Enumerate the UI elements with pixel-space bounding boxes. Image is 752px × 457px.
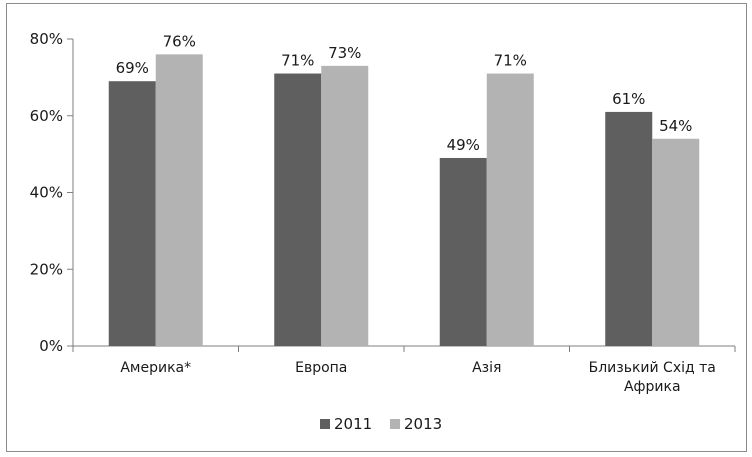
y-tick-label: 0% xyxy=(39,337,63,355)
category-label: Близький Схід та xyxy=(589,360,716,376)
data-label: 61% xyxy=(612,90,645,108)
category-label: Африка xyxy=(624,379,681,395)
legend-label: 2011 xyxy=(334,415,372,433)
data-label: 69% xyxy=(116,59,149,77)
bar-2013-0 xyxy=(155,54,203,346)
y-tick-label: 60% xyxy=(30,107,63,125)
category-label: Азія xyxy=(472,360,501,376)
data-label: 76% xyxy=(163,32,196,50)
data-label: 54% xyxy=(659,117,692,135)
data-label: 71% xyxy=(494,52,527,70)
bar-2011-0 xyxy=(108,81,156,347)
bar-2013-1 xyxy=(321,65,369,347)
data-label: 73% xyxy=(328,44,361,62)
legend-swatch-2013 xyxy=(390,419,400,429)
data-label: 71% xyxy=(281,52,314,70)
chart-frame: 0% 20% 40% 60% 80% 69% 76% Америка* 71% 73% Европа… xyxy=(6,3,747,452)
y-tick-label: 40% xyxy=(30,184,63,202)
bar-2011-3 xyxy=(605,111,653,346)
category-label: Америка* xyxy=(120,360,191,376)
y-tick-label: 80% xyxy=(30,30,63,48)
legend-label: 2013 xyxy=(404,415,442,433)
bar-2011-2 xyxy=(439,157,487,346)
bar-2011-1 xyxy=(274,73,322,346)
y-tick-label: 20% xyxy=(30,260,63,278)
category-label: Европа xyxy=(295,360,347,376)
bar-2013-3 xyxy=(652,138,700,346)
bar-2013-2 xyxy=(486,73,534,346)
legend-swatch-2011 xyxy=(320,419,330,429)
data-label: 49% xyxy=(447,136,480,154)
bar-chart: 0% 20% 40% 60% 80% 69% 76% Америка* 71% 73% Европа… xyxy=(30,30,736,433)
